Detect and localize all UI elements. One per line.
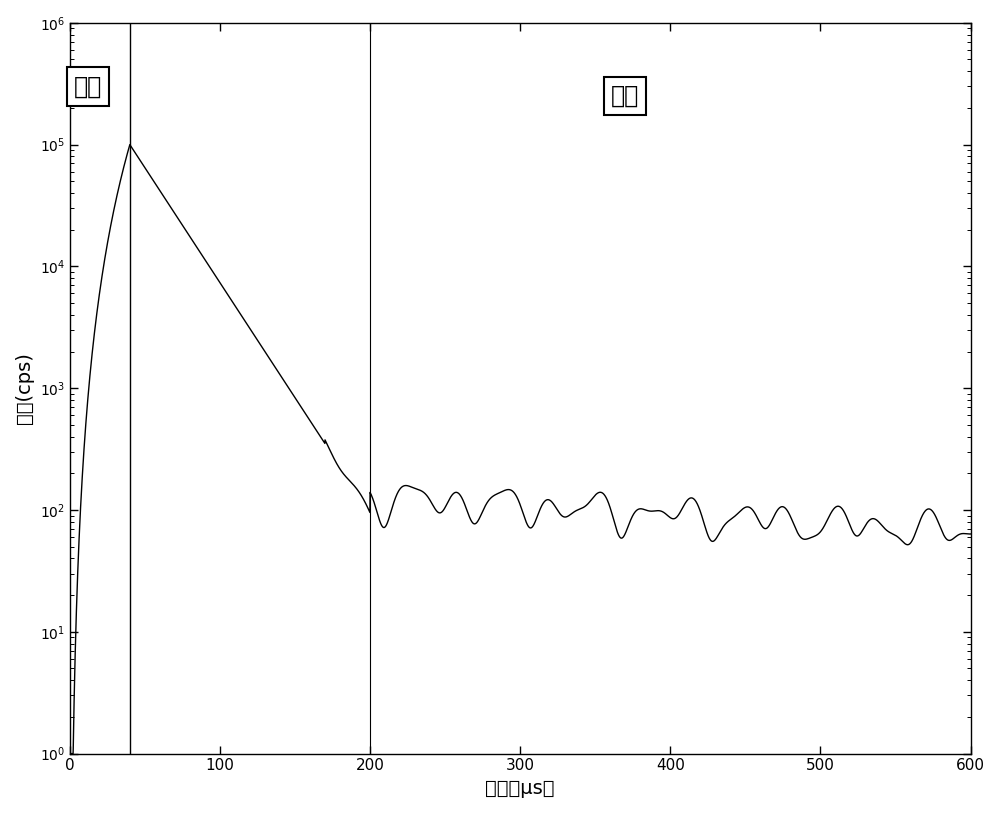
Text: 裂变: 裂变 xyxy=(611,84,639,108)
X-axis label: 时间（μs）: 时间（μs） xyxy=(485,779,555,798)
Y-axis label: 计数(cps): 计数(cps) xyxy=(15,352,34,424)
Text: 慢化: 慢化 xyxy=(74,75,102,98)
